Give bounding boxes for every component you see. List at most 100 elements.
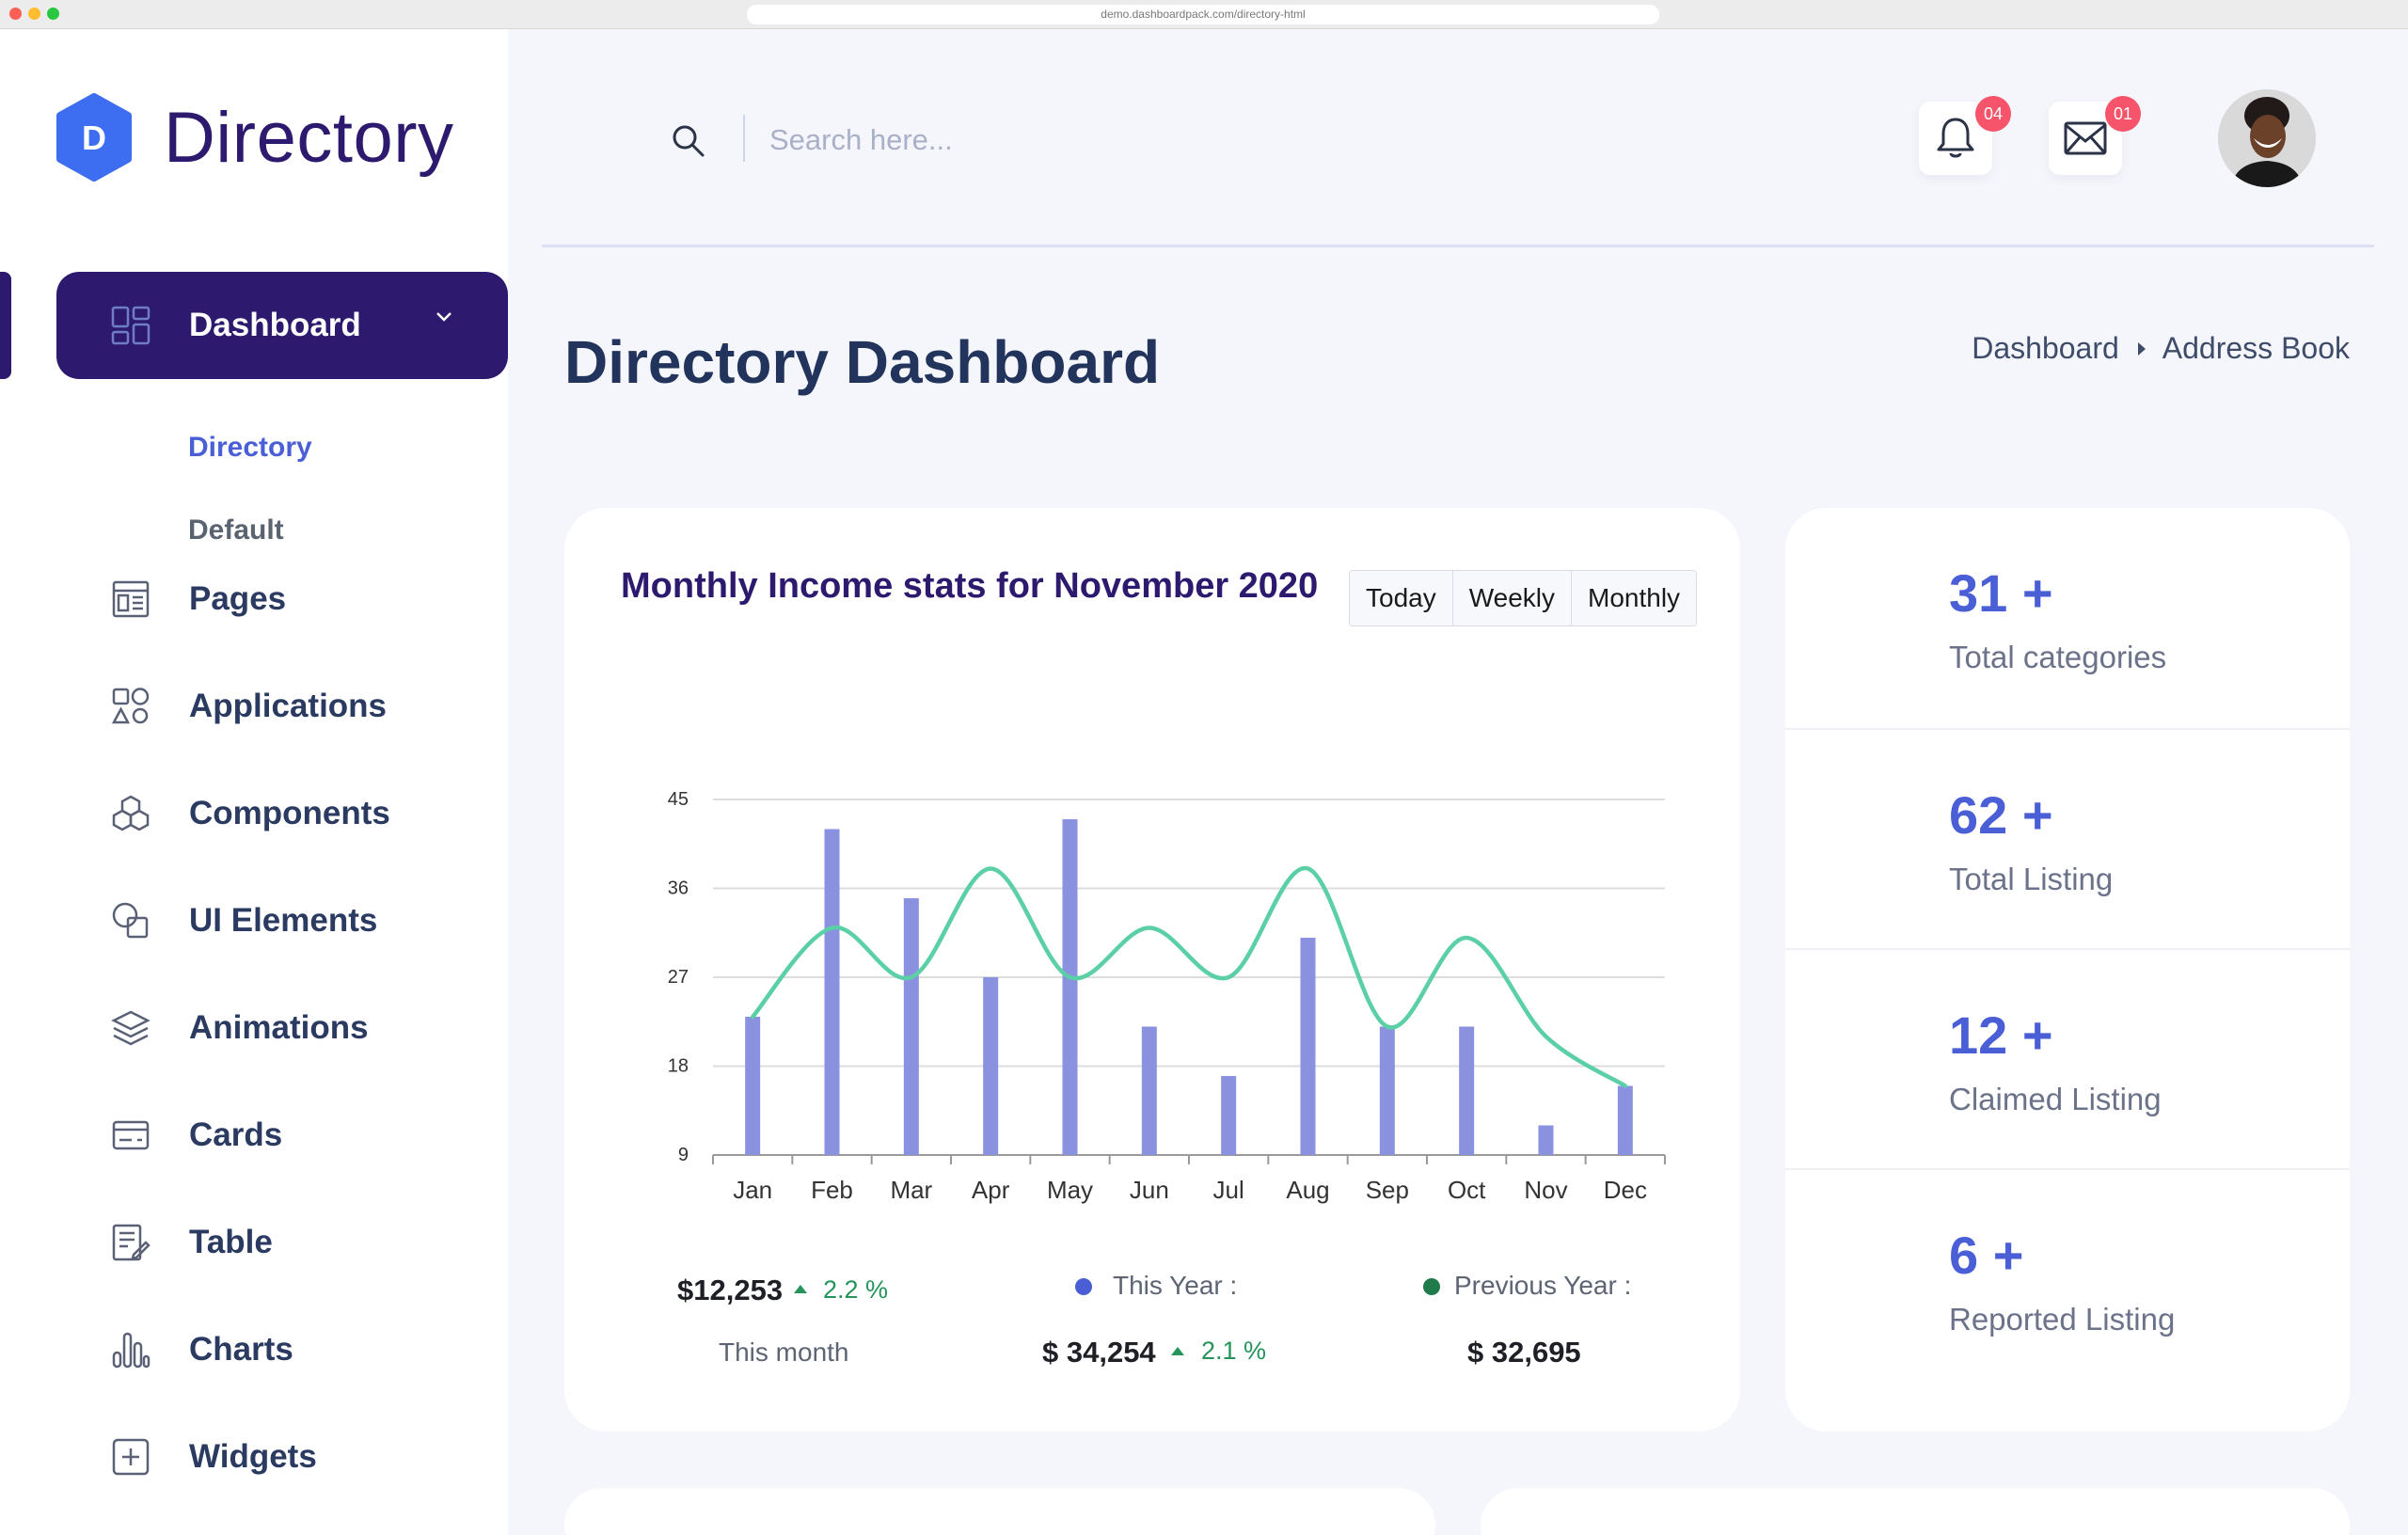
this-year-value: $ 34,254 bbox=[1042, 1336, 1156, 1369]
maximize-window-button[interactable] bbox=[47, 8, 59, 20]
period-monthly-button[interactable]: Monthly bbox=[1571, 571, 1696, 625]
charts-icon bbox=[110, 1329, 151, 1370]
stat-claimed-listing[interactable]: 12 + Claimed Listing bbox=[1785, 948, 2350, 1168]
sidebar-subitem-default[interactable]: Default bbox=[188, 514, 284, 546]
sidebar-item-table[interactable]: Table bbox=[56, 1189, 508, 1296]
stat-value: 12 + bbox=[1949, 1005, 2053, 1065]
sidebar-item-widgets[interactable]: Widgets bbox=[56, 1403, 508, 1511]
series-line bbox=[750, 866, 1628, 1088]
this-month-change: 2.2 % bbox=[823, 1275, 889, 1304]
bell-icon bbox=[1937, 118, 1974, 158]
sidebar-subitem-directory[interactable]: Directory bbox=[188, 432, 312, 463]
sidebar-item-label: Charts bbox=[189, 1331, 293, 1368]
y-tick-label: 18 bbox=[668, 1056, 689, 1077]
x-tick-label: Jul bbox=[1213, 1176, 1244, 1204]
logo-hexagon-icon: D bbox=[56, 93, 132, 182]
page-title: Directory Dashboard bbox=[564, 328, 1161, 396]
stat-label: Total Listing bbox=[1949, 862, 2114, 896]
logo-text: Directory bbox=[164, 97, 454, 178]
sidebar-item-ui-elements[interactable]: UI Elements bbox=[56, 867, 508, 974]
components-icon bbox=[110, 793, 151, 834]
sidebar-item-label: Components bbox=[189, 795, 390, 831]
x-tick-label: Sep bbox=[1366, 1176, 1409, 1204]
y-tick-label: 9 bbox=[678, 1145, 689, 1165]
minimize-window-button[interactable] bbox=[28, 8, 40, 20]
breadcrumb-dashboard[interactable]: Dashboard bbox=[1972, 331, 2119, 365]
search-input[interactable] bbox=[769, 117, 1240, 164]
animations-icon bbox=[110, 1007, 151, 1049]
x-tick-label: Mar bbox=[890, 1176, 932, 1204]
search-icon[interactable] bbox=[670, 122, 707, 160]
chevron-down-icon bbox=[436, 312, 452, 322]
sidebar-item-cards[interactable]: Cards bbox=[56, 1082, 508, 1189]
caret-right-icon bbox=[2137, 341, 2146, 356]
bar bbox=[983, 977, 999, 1155]
logo[interactable]: D Directory bbox=[55, 93, 454, 182]
bar bbox=[1617, 1085, 1633, 1155]
sidebar: D Directory Dashboard Directory Default … bbox=[0, 29, 508, 1535]
breadcrumb-address-book: Address Book bbox=[2162, 331, 2350, 365]
x-tick-label: Oct bbox=[1448, 1176, 1486, 1204]
stat-total-categories[interactable]: 31 + Total categories bbox=[1785, 508, 2350, 728]
applications-icon bbox=[110, 686, 151, 727]
svg-text:D: D bbox=[82, 119, 106, 157]
bar bbox=[1300, 938, 1316, 1155]
stat-value: 6 + bbox=[1949, 1226, 2024, 1285]
bar bbox=[745, 1017, 761, 1155]
period-today-button[interactable]: Today bbox=[1366, 583, 1436, 612]
stat-total-listing[interactable]: 62 + Total Listing bbox=[1785, 728, 2350, 948]
sidebar-item-applications[interactable]: Applications bbox=[56, 653, 508, 760]
sidebar-item-components[interactable]: Components bbox=[56, 760, 508, 867]
y-tick-label: 36 bbox=[668, 878, 689, 899]
sidebar-item-label: Pages bbox=[189, 580, 287, 617]
active-indicator bbox=[0, 272, 11, 379]
pages-icon bbox=[110, 578, 151, 620]
stat-label: Reported Listing bbox=[1949, 1302, 2176, 1337]
bar bbox=[1538, 1125, 1554, 1155]
stat-reported-listing[interactable]: 6 + Reported Listing bbox=[1785, 1168, 2350, 1388]
notifications-button[interactable]: 04 bbox=[1919, 96, 2011, 175]
x-tick-label: Dec bbox=[1604, 1176, 1647, 1204]
bar bbox=[1379, 1026, 1395, 1155]
card-title: Monthly Income stats for November 2020 bbox=[621, 566, 1319, 606]
bottom-card-left bbox=[564, 1488, 1435, 1535]
previous-year-label: Previous Year : bbox=[1454, 1271, 1632, 1300]
dashboard-icon bbox=[110, 305, 151, 346]
x-tick-label: Feb bbox=[811, 1176, 853, 1204]
search-separator bbox=[743, 115, 745, 162]
stat-label: Total categories bbox=[1949, 640, 2167, 674]
ui-elements-icon bbox=[110, 900, 151, 942]
notifications-badge: 04 bbox=[1975, 96, 2011, 132]
close-window-button[interactable] bbox=[9, 8, 22, 20]
bar bbox=[824, 829, 840, 1155]
messages-button[interactable]: 01 bbox=[2049, 96, 2141, 175]
sidebar-item-dashboard[interactable]: Dashboard bbox=[56, 272, 508, 379]
sidebar-item-charts[interactable]: Charts bbox=[56, 1296, 508, 1403]
x-tick-label: Jan bbox=[733, 1176, 772, 1204]
bar bbox=[1459, 1026, 1475, 1155]
x-tick-label: May bbox=[1047, 1176, 1093, 1204]
sidebar-item-label: Dashboard bbox=[189, 307, 361, 343]
messages-badge: 01 bbox=[2105, 96, 2141, 132]
x-tick-label: Aug bbox=[1286, 1176, 1329, 1204]
address-bar[interactable]: demo.dashboardpack.com/directory-html bbox=[747, 5, 1659, 24]
stat-value: 62 + bbox=[1949, 785, 2053, 845]
bar bbox=[1221, 1076, 1237, 1155]
sidebar-item-animations[interactable]: Animations bbox=[56, 974, 508, 1082]
previous-year-legend-dot bbox=[1423, 1278, 1440, 1295]
this-month-label: This month bbox=[719, 1337, 849, 1367]
sidebar-item-label: Cards bbox=[189, 1116, 283, 1153]
sidebar-item-label: Table bbox=[189, 1224, 273, 1260]
period-weekly-button[interactable]: Weekly bbox=[1451, 571, 1571, 625]
stats-card: 31 + Total categories 62 + Total Listing… bbox=[1785, 508, 2350, 1432]
header-divider bbox=[542, 245, 2374, 247]
avatar[interactable] bbox=[2218, 89, 2316, 187]
breadcrumb: Dashboard Address Book bbox=[1972, 331, 2350, 366]
sidebar-item-label: UI Elements bbox=[189, 902, 378, 939]
income-chart: 9 18 27 36 45 Jan Feb Mar Apr May Jun Jul Aug Sep Oct N… bbox=[668, 789, 1666, 1204]
income-stats-card: Monthly Income stats for November 2020 T… bbox=[564, 508, 1740, 1432]
browser-chrome: demo.dashboardpack.com/directory-html bbox=[0, 0, 2408, 29]
sidebar-item-pages[interactable]: Pages bbox=[56, 546, 508, 653]
x-tick-label: Apr bbox=[972, 1176, 1010, 1204]
mail-icon bbox=[2064, 121, 2107, 155]
